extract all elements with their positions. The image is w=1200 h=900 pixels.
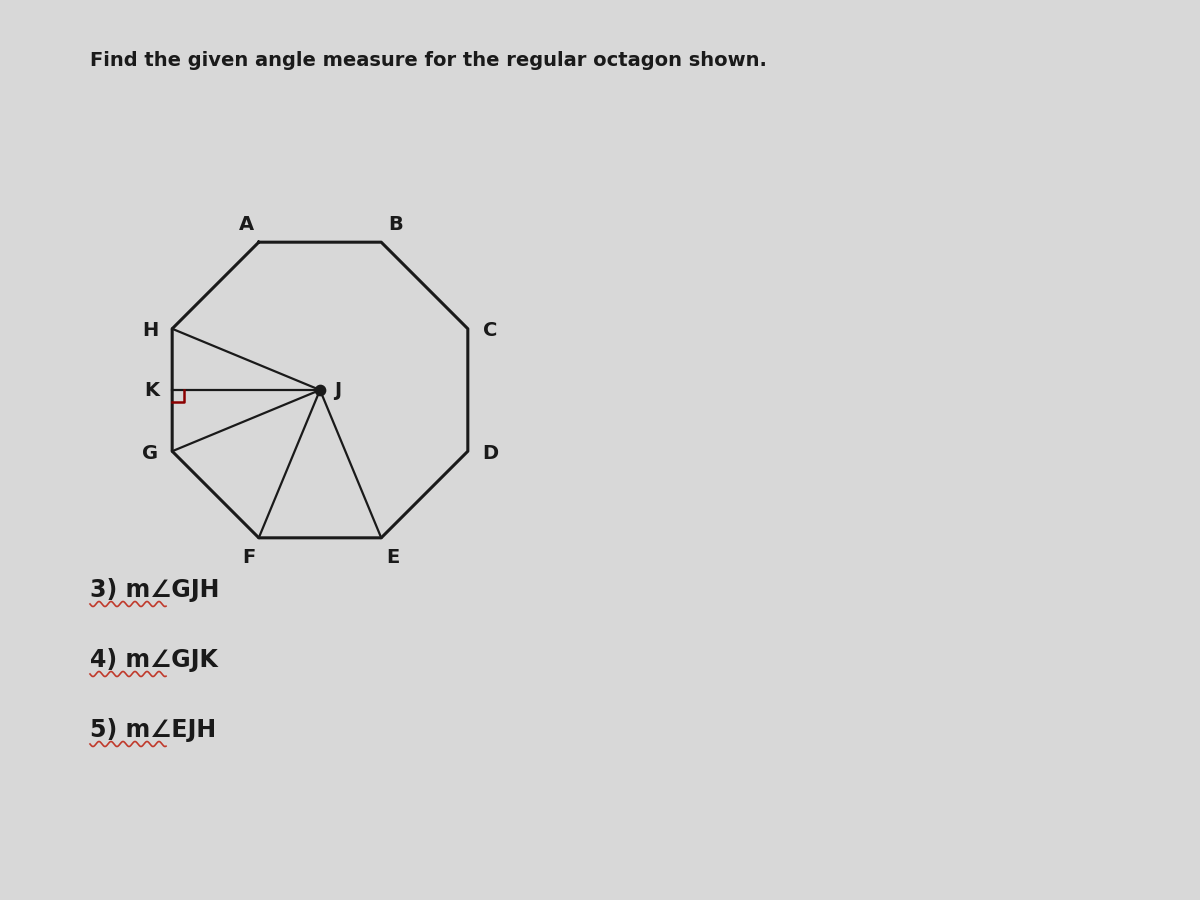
Text: J: J <box>335 382 342 400</box>
Text: 5) m∠EJH: 5) m∠EJH <box>90 718 216 742</box>
Text: Find the given angle measure for the regular octagon shown.: Find the given angle measure for the reg… <box>90 50 767 69</box>
Text: B: B <box>388 215 403 234</box>
Text: G: G <box>142 444 158 463</box>
Text: C: C <box>482 321 497 340</box>
Point <box>311 382 330 397</box>
Text: F: F <box>242 548 256 567</box>
Text: E: E <box>386 548 400 567</box>
Text: A: A <box>239 215 254 234</box>
Text: 3) m∠GJH: 3) m∠GJH <box>90 578 220 602</box>
Text: K: K <box>145 382 160 400</box>
Text: D: D <box>481 444 498 463</box>
Text: H: H <box>142 321 158 340</box>
Text: 4) m∠GJK: 4) m∠GJK <box>90 648 218 672</box>
